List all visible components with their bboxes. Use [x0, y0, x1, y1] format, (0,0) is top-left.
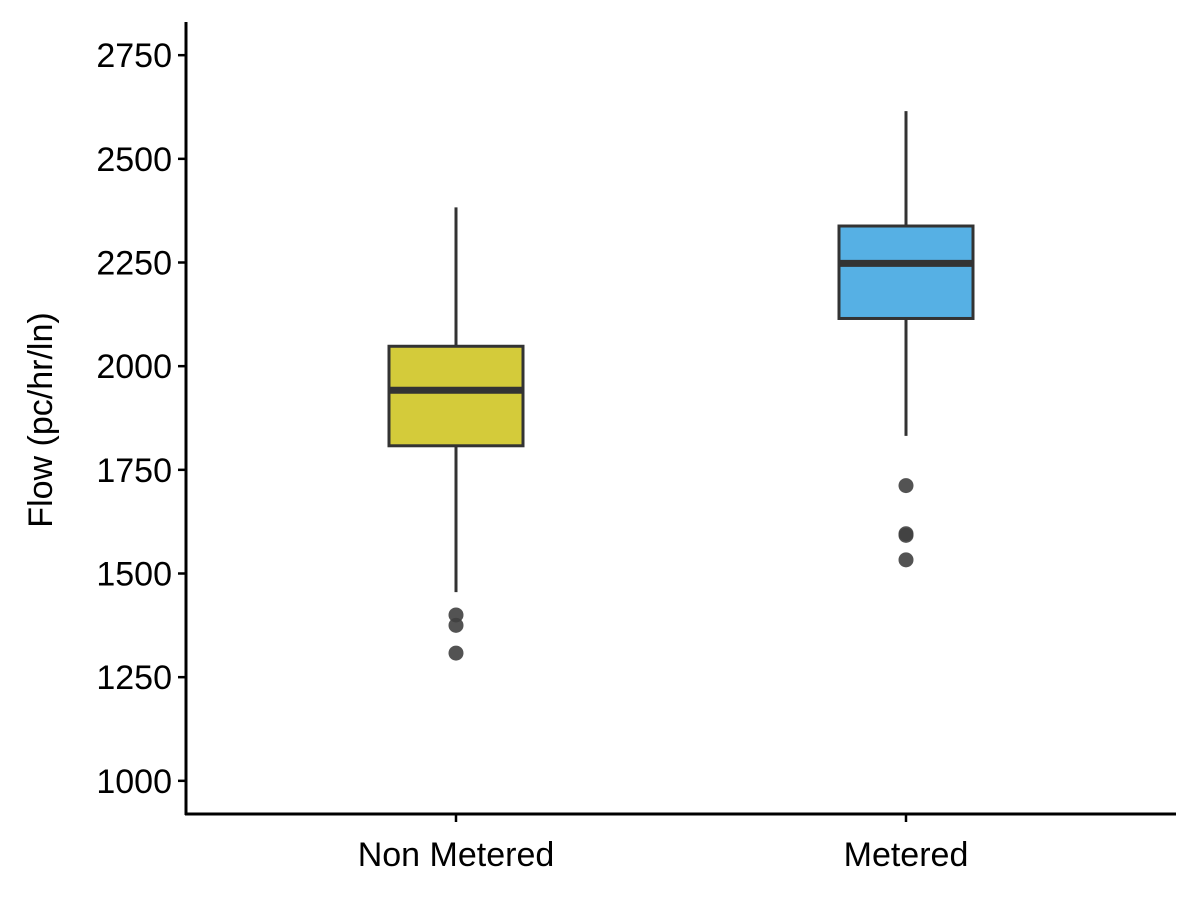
x-tick-label: Metered — [844, 836, 969, 874]
outlier-point — [448, 645, 464, 661]
y-axis-ticks: 1000 1250 1500 1750 2000 2250 2500 2750 — [96, 37, 186, 801]
y-tick-label: 2250 — [96, 245, 172, 283]
y-axis-title: Flow (pc/hr/ln) — [22, 312, 60, 527]
y-tick-label: 2750 — [96, 37, 172, 75]
outlier-point — [448, 617, 464, 633]
box-group — [387, 207, 525, 661]
box-iqr — [837, 224, 975, 320]
x-tick-label: Non Metered — [358, 836, 555, 874]
box-iqr — [387, 344, 525, 448]
y-tick-label: 1750 — [96, 452, 172, 490]
plot-area — [387, 111, 975, 661]
outlier-point — [898, 478, 914, 494]
y-tick-label: 1500 — [96, 555, 172, 593]
outlier-point — [898, 552, 914, 568]
box-group — [837, 111, 975, 568]
y-tick-label: 1000 — [96, 763, 172, 801]
y-tick-label: 2000 — [96, 348, 172, 386]
outlier-point — [448, 607, 464, 623]
outlier-point — [898, 527, 914, 543]
y-tick-label: 2500 — [96, 141, 172, 179]
y-tick-label: 1250 — [96, 659, 172, 697]
x-axis-ticks: Non Metered Metered — [358, 814, 969, 874]
